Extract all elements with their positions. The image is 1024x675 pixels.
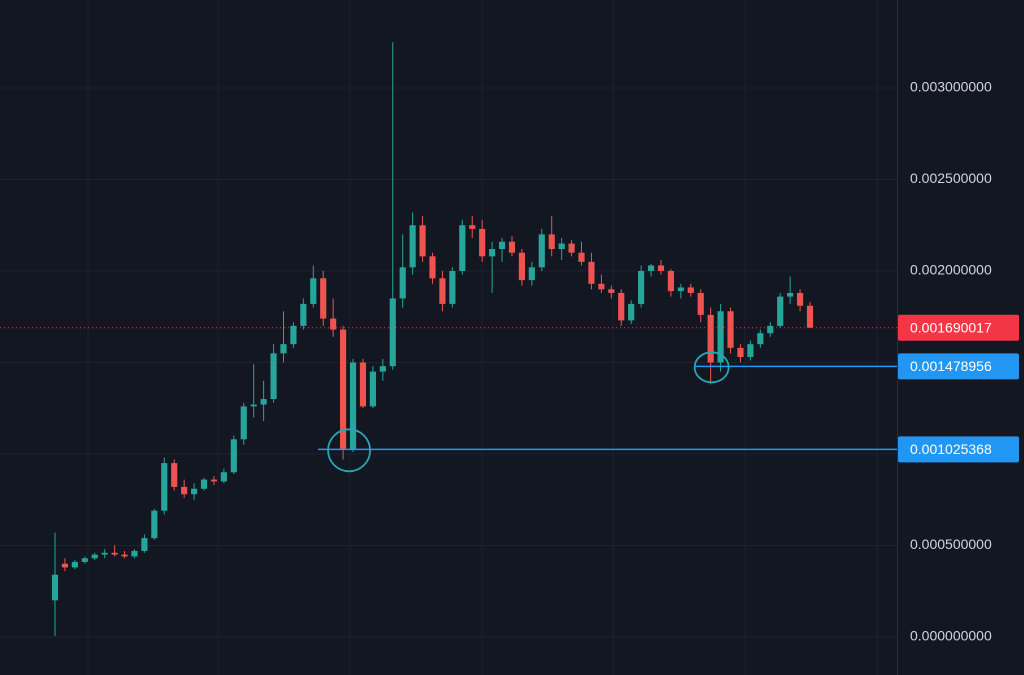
candle-body xyxy=(151,510,158,539)
candle-body xyxy=(429,256,436,279)
y-tick-label: 0.000500000 xyxy=(910,536,992,552)
candle-body xyxy=(498,241,506,250)
candle-body xyxy=(270,353,277,400)
candle-body xyxy=(757,333,764,345)
candle-body xyxy=(250,404,257,407)
candle-body xyxy=(190,488,198,495)
candle-body xyxy=(61,563,69,568)
candle-body xyxy=(91,554,98,559)
candle-body xyxy=(171,463,178,487)
candle-body xyxy=(161,463,168,511)
candle-body xyxy=(181,486,188,495)
candle-body xyxy=(727,311,734,348)
candle-body xyxy=(667,270,675,292)
candle-body xyxy=(379,366,386,372)
candle-body xyxy=(588,261,595,284)
annotation-circle xyxy=(693,351,730,384)
candle-body xyxy=(697,292,704,315)
candle-body xyxy=(121,554,128,557)
candle-body xyxy=(717,311,724,363)
time-grid xyxy=(87,0,878,675)
candle-body xyxy=(409,225,416,268)
candle-body xyxy=(787,292,794,297)
candle-body xyxy=(81,558,88,562)
y-tick-label: 0.003000000 xyxy=(910,79,992,95)
candle-body xyxy=(340,329,347,450)
candle-body xyxy=(628,303,635,321)
price-label: 0.001478956 xyxy=(910,358,992,374)
price-label-box xyxy=(898,436,1019,463)
candle-body xyxy=(131,550,138,557)
candle-body xyxy=(608,289,615,293)
candle-body xyxy=(657,265,665,271)
candle-body xyxy=(508,241,516,253)
candle-body xyxy=(558,243,565,250)
candle-body xyxy=(489,249,496,257)
y-tick-label: 0.002500000 xyxy=(910,170,992,186)
candle-body xyxy=(449,270,456,304)
candle-body xyxy=(260,399,267,405)
y-tick-label: 0.000000000 xyxy=(910,628,992,644)
candle-body xyxy=(320,278,327,319)
candle-body xyxy=(290,325,297,345)
y-tick-label: 0.002000000 xyxy=(910,262,992,278)
candle-body xyxy=(141,538,148,551)
candle-body xyxy=(638,270,645,304)
candle-body xyxy=(568,243,575,253)
candle-body xyxy=(598,283,605,290)
candle-body xyxy=(310,278,317,304)
candle-body xyxy=(389,298,396,367)
candle-body xyxy=(747,344,754,357)
candle-body xyxy=(469,225,476,229)
candle-body xyxy=(359,362,367,407)
candle-body xyxy=(687,287,694,293)
candle-body xyxy=(101,552,108,555)
candle-body xyxy=(806,305,814,328)
candle-body xyxy=(578,252,585,262)
candle-body xyxy=(707,314,714,363)
candle-body xyxy=(399,267,406,299)
candle-body xyxy=(210,479,218,482)
last-price-box xyxy=(898,314,1019,341)
candle-body xyxy=(280,344,287,354)
candle-body xyxy=(548,234,555,250)
candle-body xyxy=(220,472,227,482)
candle-body xyxy=(369,371,376,407)
candle-body xyxy=(111,552,118,555)
candle-body xyxy=(777,296,784,326)
candle-body xyxy=(349,362,357,450)
annotation-circle xyxy=(327,428,371,473)
candle-body xyxy=(528,267,535,281)
candle-body xyxy=(737,347,744,357)
candles xyxy=(51,42,814,637)
candle-body xyxy=(518,252,525,281)
candle-body xyxy=(51,574,59,601)
candle-body xyxy=(71,561,78,568)
candle-body xyxy=(459,225,466,271)
candle-body xyxy=(647,265,655,271)
candle-body xyxy=(538,234,545,268)
price-label: 0.001025368 xyxy=(910,441,992,457)
candle-body xyxy=(677,287,684,292)
candle-body xyxy=(200,479,208,489)
candle-body xyxy=(439,278,446,304)
candle-body xyxy=(767,325,774,334)
candle-body xyxy=(240,406,247,440)
candle-body xyxy=(330,318,337,330)
candle-body xyxy=(618,292,625,321)
last-price-label: 0.001690017 xyxy=(910,319,992,335)
candle-body xyxy=(230,439,237,473)
candle-body xyxy=(419,225,426,257)
candle-body xyxy=(796,292,804,306)
candle-body xyxy=(479,228,486,257)
price-label-box xyxy=(898,353,1019,380)
candle-body xyxy=(300,303,307,326)
